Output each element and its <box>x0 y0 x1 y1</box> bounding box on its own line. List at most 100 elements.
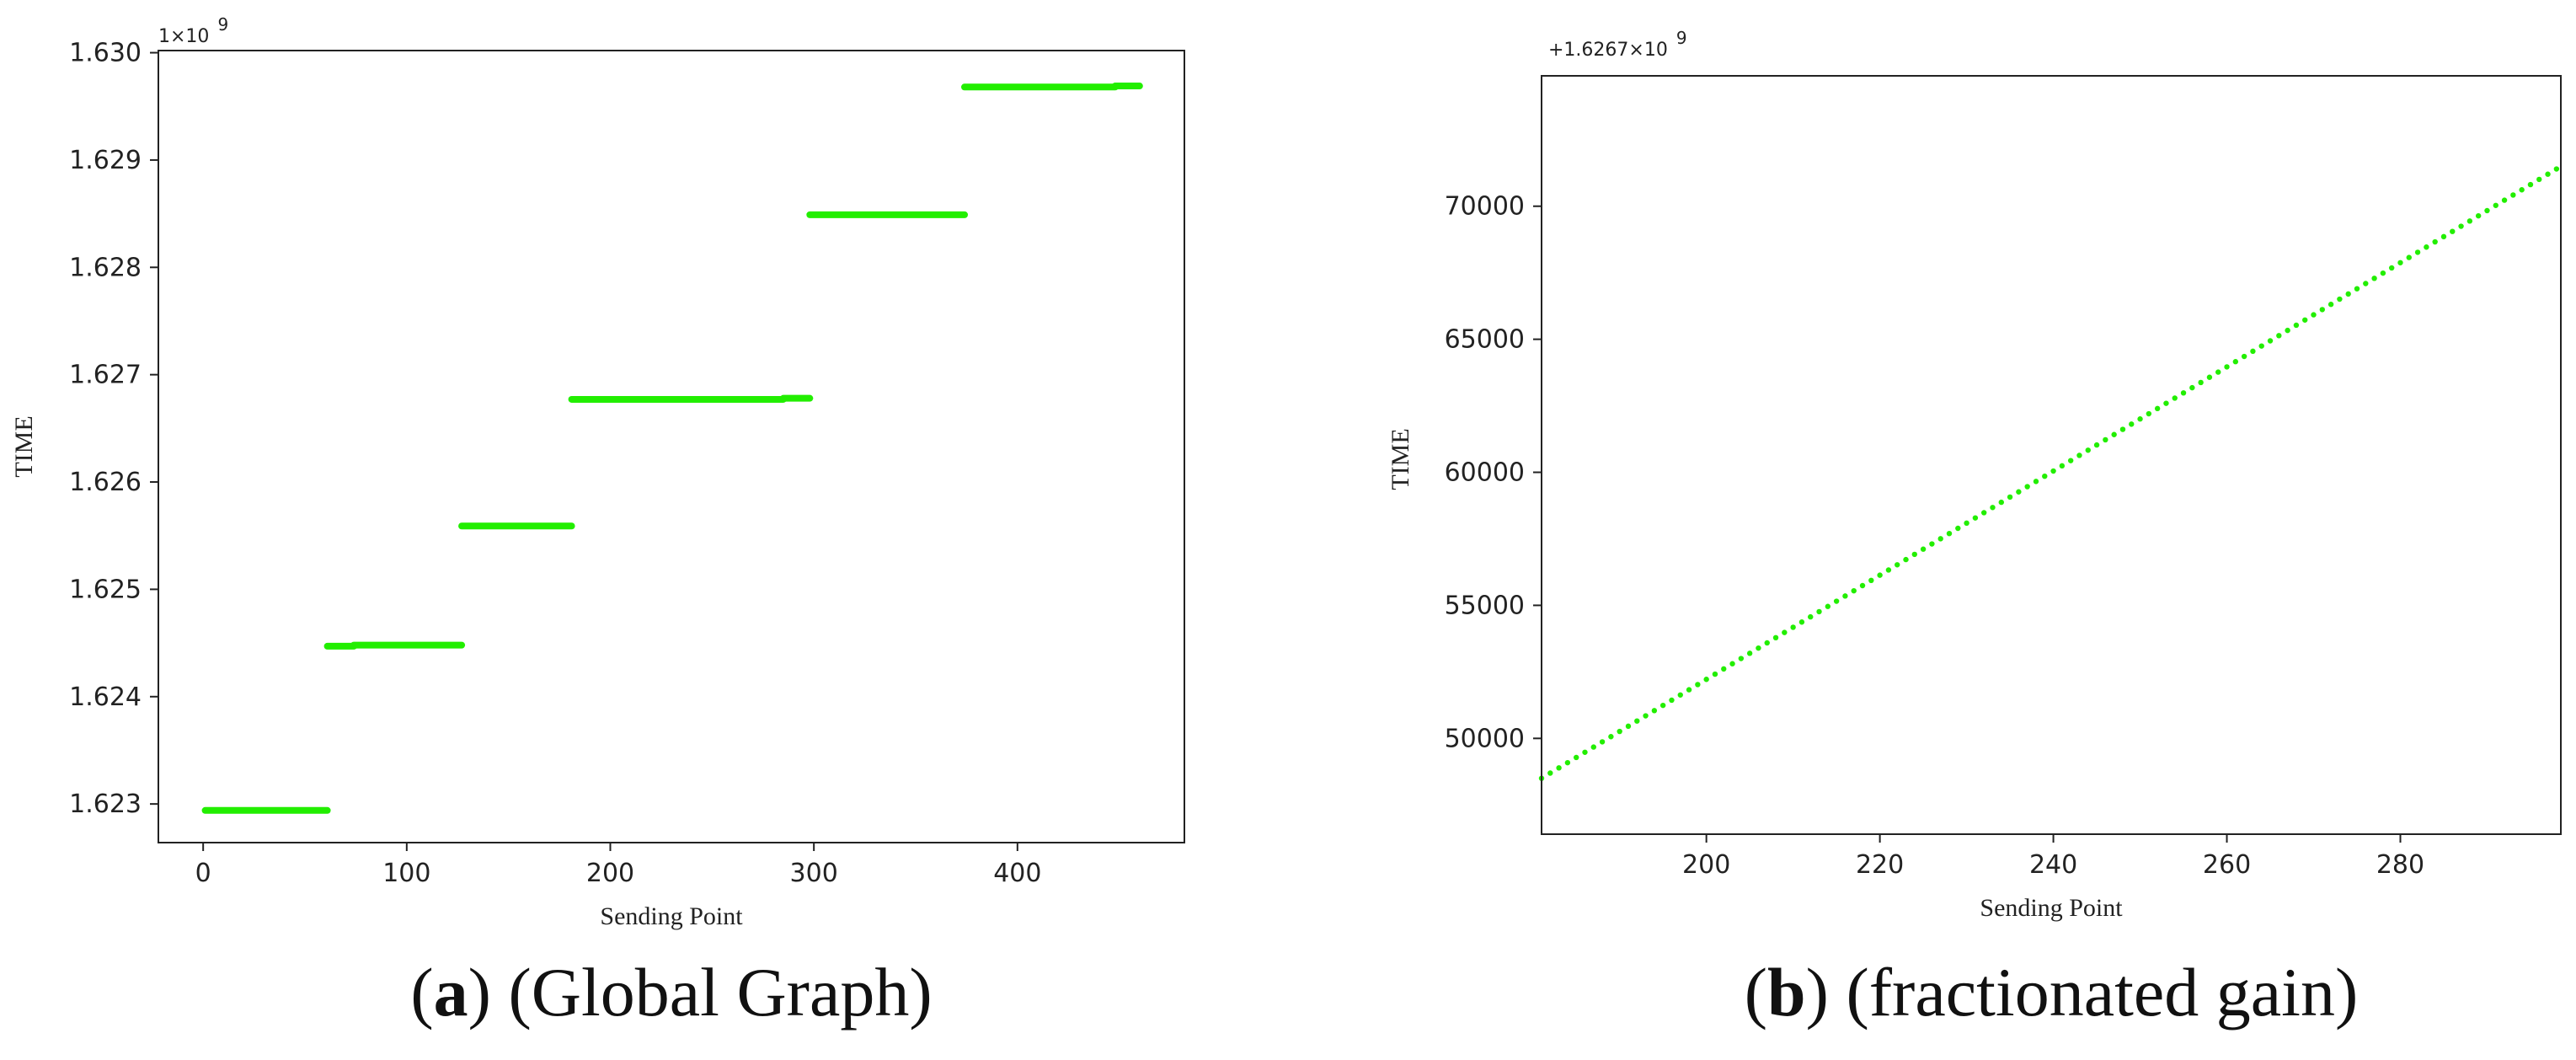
chart-b-data-point <box>1895 562 1900 568</box>
chart-b-data-point <box>2519 187 2525 193</box>
chart-b-data-point <box>1659 702 1666 709</box>
chart-b-data-point <box>1903 556 1909 563</box>
chart-b-data-point <box>1808 613 1814 620</box>
chart-a-y-tick-label: 1.625 <box>69 575 142 604</box>
chart-b-data-point <box>2527 181 2534 188</box>
chart-b-data-point <box>1564 759 1571 766</box>
chart-b-plot-area <box>1538 75 2562 835</box>
chart-b-data-point <box>2388 265 2395 271</box>
chart-b-data-point <box>2267 338 2274 344</box>
chart-b-y-tick-label: 55000 <box>1445 591 1525 620</box>
chart-b-data-point <box>1990 505 1996 511</box>
chart-b-data-point <box>1920 546 1927 552</box>
chart-b-data-point <box>2042 473 2048 479</box>
chart-b-x-tick-label: 260 <box>2203 850 2251 880</box>
chart-b-data-point <box>1695 682 1701 688</box>
chart-b-data-point <box>2111 431 2117 437</box>
chart-b-data-point <box>1677 692 1683 698</box>
chart-a-y-axis-label: TIME <box>10 415 38 477</box>
chart-b-data-series <box>1538 166 2560 781</box>
chart-b-data-point <box>2215 369 2221 375</box>
chart-b-data-point <box>1798 619 1805 625</box>
chart-b-data-point <box>2137 416 2143 422</box>
chart-b-data-point <box>2293 322 2300 329</box>
chart-a-x-tick-label: 400 <box>993 859 1041 888</box>
chart-b-data-point <box>2371 276 2377 281</box>
chart-b-data-point <box>2050 468 2056 474</box>
chart-a-data-series <box>201 83 1143 814</box>
chart-b-data-point <box>2059 463 2066 469</box>
chart-b-data-point <box>2016 489 2022 495</box>
chart-b-data-point <box>2493 202 2499 208</box>
chart-b-data-point <box>2406 254 2412 260</box>
chart-b-data-point <box>2076 452 2082 458</box>
chart-b-data-point <box>1972 515 1979 521</box>
chart-b-data-point <box>2276 333 2282 339</box>
chart-b-data-point <box>1643 713 1649 719</box>
chart-b-data-point <box>2103 436 2108 443</box>
chart-a-y-axis: 1.623 1.624 1.625 1.626 1.627 1.628 1.629 1.630 <box>69 39 158 819</box>
chart-b-data-point <box>1816 608 1822 615</box>
chart-a-x-axis-label: Sending Point <box>600 902 743 930</box>
chart-b-data-point <box>1556 765 1562 771</box>
chart-b-data-point <box>2510 192 2516 198</box>
chart-b: 200 220 240 260 280 50000 55000 60000 65000 7000… <box>1387 28 2562 1031</box>
chart-b-data-point <box>2327 302 2334 308</box>
chart-a-x-tick-label: 200 <box>586 859 634 888</box>
chart-b-data-point <box>1617 728 1622 735</box>
chart-b-data-point <box>1651 708 1658 714</box>
chart-b-data-point <box>1608 734 1614 740</box>
chart-b-data-point <box>1721 666 1727 672</box>
chart-b-data-point <box>1686 687 1692 693</box>
chart-b-x-tick-label: 200 <box>1682 850 1730 880</box>
chart-b-data-point <box>2180 390 2187 396</box>
chart-b-data-point <box>1634 718 1640 724</box>
chart-a: 0 100 200 300 400 1.6231.6241.6251.6261.6271… <box>10 14 1185 1031</box>
chart-b-data-point <box>1859 582 1866 589</box>
chart-b-data-point <box>1868 577 1874 584</box>
chart-b-data-point <box>2189 384 2195 391</box>
chart-b-data-point <box>1729 661 1735 667</box>
chart-b-data-point <box>2545 171 2551 177</box>
chart-b-data-point <box>2319 307 2326 313</box>
chart-b-data-point <box>1851 587 1857 594</box>
chart-b-data-point <box>2553 166 2560 172</box>
chart-b-y-tick-label: 65000 <box>1445 325 1525 355</box>
chart-b-data-point <box>2232 359 2239 365</box>
chart-a-y-tick-label: 1.628 <box>69 253 142 282</box>
chart-b-data-point <box>1547 770 1553 776</box>
chart-b-data-point <box>1582 749 1588 755</box>
chart-b-data-point <box>1946 530 1953 537</box>
chart-b-data-point <box>2536 176 2542 183</box>
chart-b-data-point <box>1877 572 1883 578</box>
chart-b-data-point <box>2432 238 2438 245</box>
chart-b-data-point <box>1955 525 1961 532</box>
chart-b-data-point <box>2311 312 2317 318</box>
chart-b-data-point <box>1833 598 1840 604</box>
chart-b-data-point <box>1738 656 1745 661</box>
chart-a-y-tick-label: 1.627 <box>69 361 142 390</box>
chart-b-y-tick-label: 60000 <box>1445 458 1525 488</box>
chart-b-data-point <box>1669 697 1675 704</box>
chart-b-data-point <box>1625 723 1632 730</box>
chart-b-data-point <box>2085 447 2091 453</box>
chart-b-data-point <box>1712 671 1718 677</box>
chart-b-data-point <box>2024 484 2030 490</box>
chart-b-data-point <box>1964 520 1969 527</box>
chart-b-data-point <box>2354 286 2360 292</box>
chart-b-data-point <box>2363 281 2369 286</box>
chart-a-y-tick-label: 1.629 <box>69 146 142 175</box>
chart-a-y-tick-label: 1.626 <box>69 468 142 497</box>
chart-b-data-point <box>2424 244 2429 250</box>
chart-b-data-point <box>2345 291 2351 297</box>
chart-b-data-point <box>2285 327 2290 334</box>
chart-b-data-point <box>2440 233 2447 240</box>
chart-b-data-point <box>1764 640 1770 646</box>
chart-b-data-point <box>2466 218 2473 224</box>
chart-a-y-tick-label: 1.630 <box>69 39 142 68</box>
chart-b-data-point <box>2093 442 2100 448</box>
chart-b-data-point <box>2484 207 2490 214</box>
chart-b-data-point <box>1790 624 1796 630</box>
chart-b-data-point <box>2154 405 2161 412</box>
chart-b-data-point <box>1756 645 1761 651</box>
